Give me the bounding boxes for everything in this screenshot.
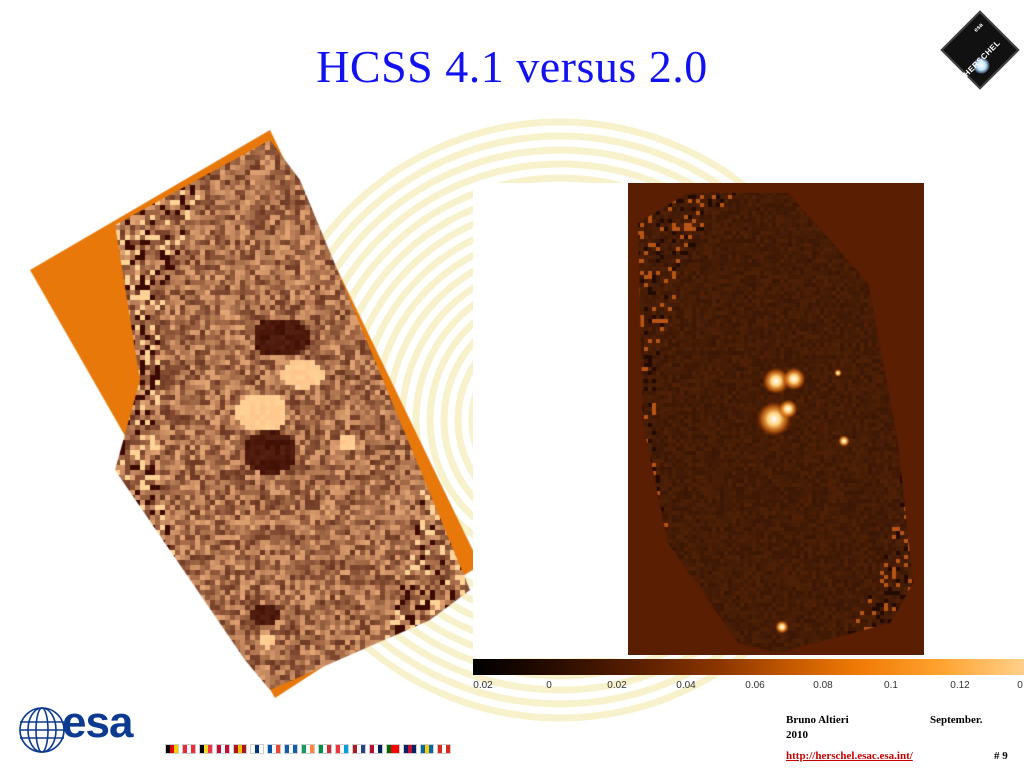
flag-italy-icon — [318, 744, 332, 754]
flag-denmark-icon — [216, 744, 230, 754]
colorbar-tick-label: 0.02 — [607, 680, 627, 691]
colorbar-tick-label: 0.06 — [745, 680, 765, 691]
footer-url-link[interactable]: http://herschel.esac.esa.int/ — [786, 750, 913, 762]
esa-wordmark: esa — [62, 698, 133, 747]
flag-norway-icon — [369, 744, 383, 754]
colorbar-tick-label: 0.08 — [813, 680, 833, 691]
flag-greece-icon — [284, 744, 298, 754]
flag-portugal-icon — [386, 744, 400, 754]
colorbar-tick-label: 0 — [546, 680, 552, 691]
colorbar-tick-label: 0.1 — [884, 680, 898, 691]
flag-austria-icon — [182, 744, 196, 754]
flag-finland-icon — [250, 744, 264, 754]
flag-luxembourg-icon — [335, 744, 349, 754]
flag-spain-icon — [233, 744, 247, 754]
hcss-2-0-map-image — [628, 183, 924, 655]
footer-date-year: 2010 — [786, 729, 808, 741]
flag-france-icon — [267, 744, 281, 754]
colorbar-tick-label: 0.02 — [473, 680, 493, 691]
colorbar-tick-label: 0.12 — [950, 680, 970, 691]
footer-author: Bruno Altieri — [786, 714, 849, 726]
flag-sweden-icon — [420, 744, 434, 754]
right-image-margin — [473, 183, 629, 658]
flag-netherlands-icon — [352, 744, 366, 754]
flag-switzerland-icon — [437, 744, 451, 754]
herschel-logo: esa HERSCHEL — [940, 10, 1020, 90]
member-state-flags — [165, 744, 451, 754]
colorbar — [473, 659, 1024, 675]
hcss-4-1-map-image — [0, 0, 480, 700]
flag-ireland-icon — [301, 744, 315, 754]
flag-germany-icon — [165, 744, 179, 754]
flag-belgium-icon — [199, 744, 213, 754]
colorbar-tick-label: 0.04 — [676, 680, 696, 691]
footer-date-month: September. — [930, 714, 983, 726]
colorbar-tick-label: 0 — [1017, 680, 1023, 691]
page-number: # 9 — [994, 750, 1008, 762]
flag-united-kingdom-icon — [403, 744, 417, 754]
esa-globe-icon — [19, 707, 65, 753]
